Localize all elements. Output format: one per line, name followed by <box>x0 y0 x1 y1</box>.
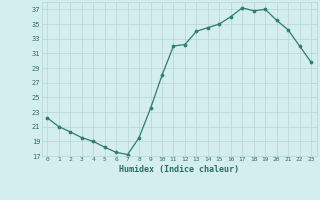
X-axis label: Humidex (Indice chaleur): Humidex (Indice chaleur) <box>119 165 239 174</box>
